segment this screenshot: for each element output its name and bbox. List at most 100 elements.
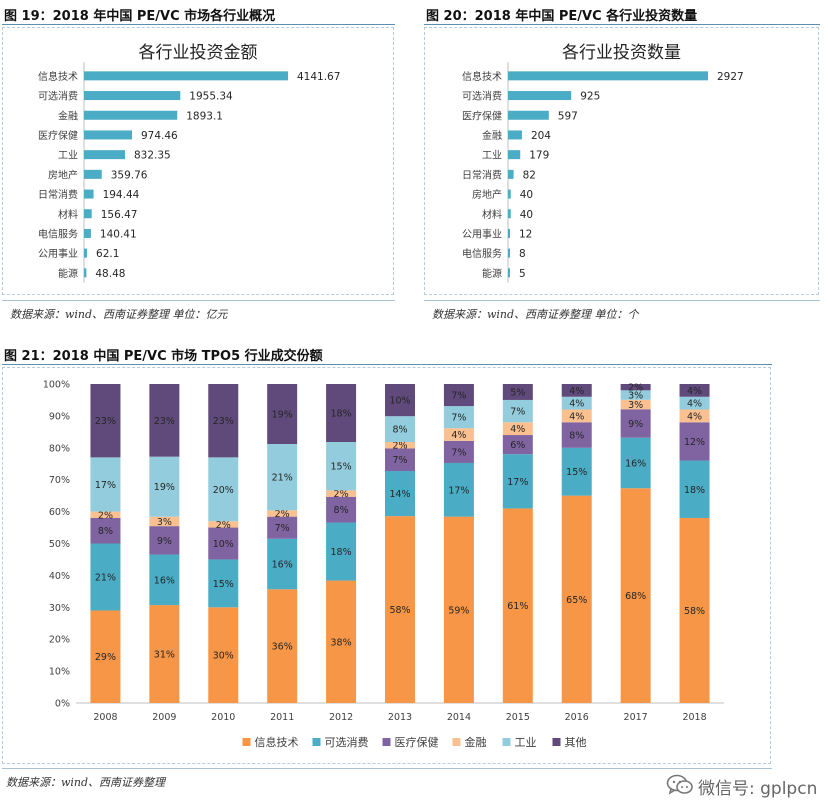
wechat-icon <box>666 774 693 795</box>
fig21-x-tick-label: 2008 <box>93 712 117 723</box>
fig21-bar-segment <box>561 495 592 703</box>
fig21-bar-segment <box>149 456 180 517</box>
fig21-legend-label: 工业 <box>515 736 537 749</box>
fig21-data-label: 29% <box>95 652 116 663</box>
fig21-data-label: 15% <box>331 462 352 473</box>
figure-20-caption-rule <box>424 24 820 25</box>
fig21-x-tick-label: 2017 <box>624 712 648 723</box>
watermark-text: 微信号: gplpcn <box>698 779 818 799</box>
fig21-bar-segment <box>561 409 592 423</box>
fig21-data-label: 58% <box>684 606 705 617</box>
figure-20-caption: 图 20：2018 年中国 PE/VC 各行业投资数量 <box>426 9 698 24</box>
fig21-bar-segment <box>326 490 357 497</box>
figure-21-source: 数据来源：wind、西南证券整理 <box>6 776 166 789</box>
fig20-value-label: 12 <box>519 228 532 240</box>
fig21-data-label: 2% <box>216 520 231 531</box>
figure-19-source: 数据来源：wind、西南证券整理 单位：亿元 <box>10 308 228 321</box>
fig21-data-label: 4% <box>687 399 702 410</box>
fig21-bar-segment <box>267 444 298 511</box>
fig20-value-label: 40 <box>520 189 533 201</box>
fig21-data-label: 7% <box>451 391 466 402</box>
fig21-bar-segment <box>90 610 121 703</box>
fig21-bar-segment <box>267 516 298 539</box>
fig20-bar <box>508 91 572 101</box>
figure-19-source-rule <box>2 300 395 301</box>
fig21-data-label: 3% <box>628 400 643 411</box>
fig21-legend-swatch <box>452 738 461 746</box>
fig21-bar-segment <box>208 384 239 458</box>
fig20-value-label: 204 <box>531 130 551 142</box>
fig19-value-label: 1893.1 <box>186 110 223 122</box>
fig21-bar-segment <box>90 517 121 544</box>
fig20-category-label: 工业 <box>482 150 502 162</box>
fig21-bar-segment <box>679 460 710 518</box>
fig21-legend-label: 信息技术 <box>255 735 299 749</box>
fig20-bar <box>508 228 510 238</box>
fig21-bar-segment <box>679 396 710 410</box>
fig21-legend-label: 其他 <box>565 736 587 749</box>
fig21-legend-swatch <box>242 738 251 746</box>
figure-19-chart-title: 各行业投资金额 <box>138 43 258 63</box>
fig21-bar-segment <box>620 390 651 400</box>
fig21-bar-segment <box>443 440 474 463</box>
fig21-bar-segment <box>502 435 533 455</box>
fig21-bar-segment <box>443 384 474 407</box>
fig21-data-label: 19% <box>154 482 175 493</box>
fig21-data-label: 10% <box>213 539 234 550</box>
fig21-y-tick-label: 80% <box>49 443 70 454</box>
fig21-data-label: 19% <box>272 410 293 421</box>
fig21-data-label: 4% <box>687 411 702 422</box>
fig20-category-label: 公用事业 <box>462 227 502 240</box>
fig21-bar-segment <box>620 437 651 489</box>
fig20-value-label: 179 <box>529 150 549 162</box>
fig21-bar-segment <box>443 428 474 441</box>
fig21-data-label: 65% <box>566 595 587 606</box>
fig21-data-label: 31% <box>154 650 175 661</box>
fig19-category-label: 金融 <box>58 109 78 122</box>
fig21-bar-segment <box>326 580 357 703</box>
fig21-data-label: 7% <box>451 447 466 458</box>
fig21-bar-segment <box>90 457 121 512</box>
fig19-value-label: 48.48 <box>95 268 125 280</box>
figure-21-frame <box>2 367 771 764</box>
figure-21-chart: 0% 10% 20% 30% 40% 50% 60% 70% 80% 90% 100% 29% 21% 8… <box>43 380 724 749</box>
fig21-x-tick-label: 2010 <box>211 712 235 723</box>
fig21-data-label: 23% <box>154 416 175 427</box>
fig21-x-tick-label: 2009 <box>152 712 176 723</box>
fig21-bar-segment <box>502 508 533 703</box>
fig21-bar-segment <box>267 589 298 703</box>
fig21-bar-segment <box>326 442 357 491</box>
fig21-data-label: 21% <box>95 572 116 583</box>
fig21-bar-segment <box>385 448 415 471</box>
fig19-category-label: 材料 <box>58 208 78 221</box>
fig21-bar-segment <box>443 462 474 517</box>
fig19-category-label: 医疗保健 <box>38 129 78 142</box>
figure-19-caption: 图 19：2018 年中国 PE/VC 市场各行业概况 <box>4 9 276 24</box>
fig21-data-label: 10% <box>389 396 410 407</box>
fig21-data-label: 38% <box>331 637 352 648</box>
fig21-data-label: 7% <box>510 407 525 418</box>
fig19-bar <box>84 91 181 101</box>
fig21-data-label: 8% <box>334 505 349 516</box>
fig21-bar-segment <box>385 384 415 417</box>
fig21-data-label: 4% <box>569 399 584 410</box>
fig21-data-label: 2% <box>392 441 407 452</box>
fig21-data-label: 8% <box>569 431 584 442</box>
figure-19-frame <box>2 27 394 295</box>
fig21-data-label: 4% <box>451 430 466 441</box>
fig21-bar-segment <box>385 516 415 703</box>
fig20-bar <box>508 248 510 258</box>
fig21-bar-segment <box>561 422 592 448</box>
fig21-x-tick-label: 2016 <box>565 712 589 723</box>
fig20-value-label: 82 <box>523 169 536 181</box>
fig19-value-label: 974.46 <box>141 130 178 142</box>
fig19-bar <box>84 248 88 258</box>
fig19-bar <box>84 228 91 238</box>
figure-20-source: 数据来源：wind、西南证券整理 单位：个 <box>432 308 639 321</box>
fig21-data-label: 59% <box>448 605 469 616</box>
fig19-category-label: 能源 <box>58 267 78 280</box>
fig20-value-label: 597 <box>558 110 578 122</box>
fig21-data-label: 17% <box>448 485 469 496</box>
fig20-category-label: 可选消费 <box>462 90 502 103</box>
fig21-data-label: 36% <box>272 642 293 653</box>
